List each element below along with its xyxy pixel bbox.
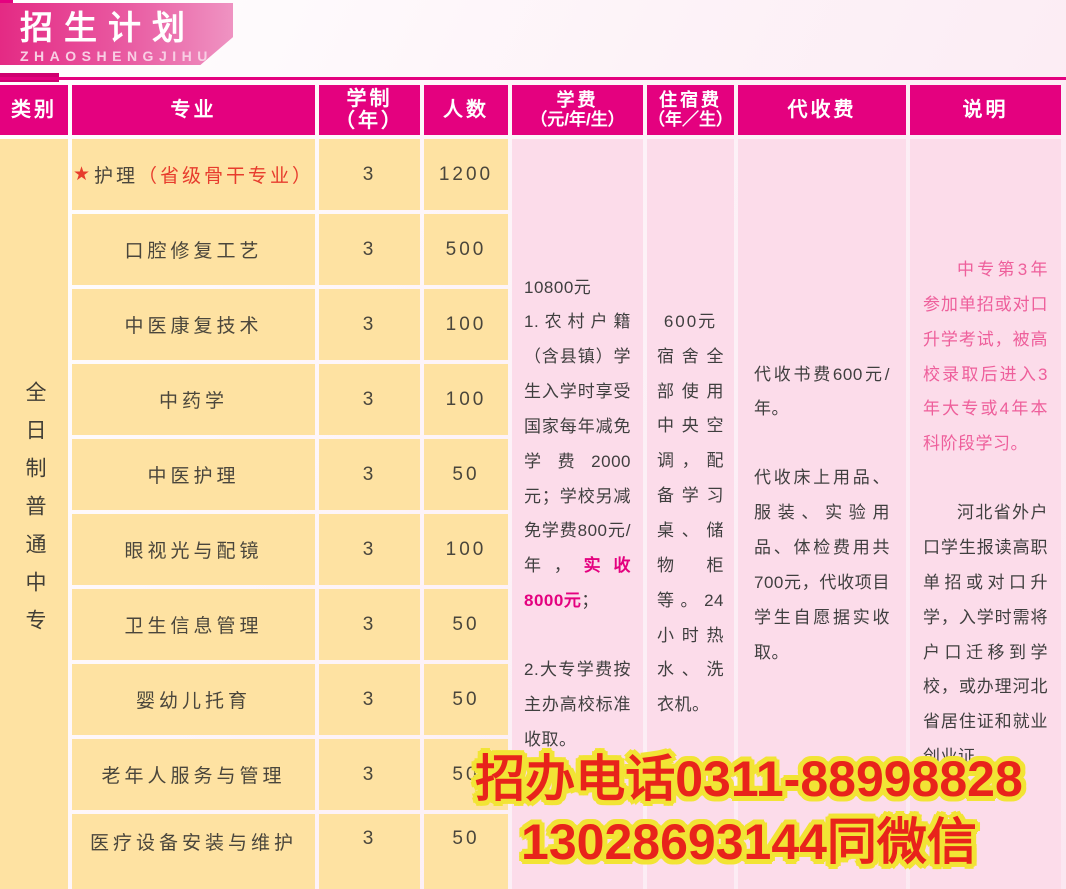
header-duration: 学制（年） <box>319 85 420 135</box>
duration-cell: 3 <box>319 514 420 585</box>
duration-cell: 3 <box>319 139 420 210</box>
header-accommodation-line1: 住宿费 <box>659 89 722 110</box>
major-cell: 口腔修复工艺 <box>72 214 315 285</box>
accommodation-cell: 600元 宿舍全部使用中央空调，配备学习桌、储物柜等。24小时热水、洗衣机。 <box>647 139 734 889</box>
fees-cell: 代收书费600元/年。 代收床上用品、服装、实验用品、体检费用共700元，代收项… <box>738 139 906 889</box>
major-cell: 中药学 <box>72 364 315 435</box>
header-fees: 代收费 <box>738 85 906 135</box>
spacer <box>923 462 1048 496</box>
category-label: 全日制普通中专 <box>23 381 46 647</box>
notes-cell: 中专第3年参加单招或对口升学考试，被高校录取后进入3年大专或4年本科阶段学习。 … <box>910 139 1061 889</box>
major-cell: 中医康复技术 <box>72 289 315 360</box>
enrollment-cell: 50 <box>424 739 508 810</box>
page-title: 招生计划 <box>20 9 196 46</box>
spacer <box>754 427 890 461</box>
tuition-text-end: ； <box>581 591 599 611</box>
fees-paragraph-2: 代收床上用品、服装、实验用品、体检费用共700元，代收项目学生自愿据实收取。 <box>754 468 890 662</box>
phone-line-1: 招办电话0311-88998828 <box>475 751 1023 807</box>
star-icon: ★ <box>72 164 90 185</box>
major-cell: 婴幼儿托育 <box>72 664 315 735</box>
fees-paragraph-1: 代收书费600元/年。 <box>754 364 890 419</box>
header-major: 专业 <box>72 85 315 135</box>
major-cell: ★ 护理 （省级骨干专业） <box>72 139 315 210</box>
header-accommodation-line2: （年／生） <box>648 109 733 129</box>
major-name: 护理 <box>94 166 139 187</box>
tuition-paragraph-1: 1.农村户籍（含县镇）学生入学时享受国家每年减免学费2000元；学校另减免学费8… <box>524 305 631 619</box>
duration-cell: 3 <box>319 439 420 510</box>
enrollment-cell: 50 <box>424 589 508 660</box>
tuition-paragraph-2: 2.大专学费按主办高校标准收取。 <box>524 659 631 749</box>
notes-paragraph-2: 河北省外户口学生报读高职单招或对口升学，入学时需将户口迁移到学校，或办理河北省居… <box>923 503 1048 767</box>
duration-cell: 3 <box>319 664 420 735</box>
spacer <box>524 619 631 653</box>
duration-cell: 3 <box>319 739 420 810</box>
banner-ribbon: 招生计划 ZHAOSHENGJIHUA <box>0 3 233 65</box>
tuition-cell: 10800元 1.农村户籍（含县镇）学生入学时享受国家每年减免学费2000元；学… <box>512 139 643 889</box>
enrollment-cell: 50 <box>424 664 508 735</box>
major-cell: 老年人服务与管理 <box>72 739 315 810</box>
header-accommodation: 住宿费 （年／生） <box>647 85 734 135</box>
duration-cell: 3 <box>319 214 420 285</box>
phone-overlay: 招办电话0311-88998828 13028693144同微信 <box>432 748 1066 874</box>
major-cell: 卫生信息管理 <box>72 589 315 660</box>
duration-cell: 3 <box>319 814 420 889</box>
header-tuition: 学费 （元/年/生） <box>512 85 643 135</box>
enrollment-cell: 50 <box>424 439 508 510</box>
tuition-highlight: 实收8000元 <box>524 556 632 611</box>
header-category: 类别 <box>0 85 68 135</box>
category-cell: 全日制普通中专 <box>0 139 68 889</box>
header-enrollment: 人数 <box>424 85 508 135</box>
duration-cell: 3 <box>319 589 420 660</box>
major-cell: 中医护理 <box>72 439 315 510</box>
major-cell: 医疗设备安装与维护 <box>72 814 315 889</box>
notes-paragraph-1: 中专第3年参加单招或对口升学考试，被高校录取后进入3年大专或4年本科阶段学习。 <box>923 260 1048 454</box>
accommodation-amount: 600元 <box>663 311 718 331</box>
enrollment-cell: 1200 <box>424 139 508 210</box>
phone-line-2: 13028693144同微信 <box>521 814 977 870</box>
page-subtitle: ZHAOSHENGJIHUA <box>20 48 229 64</box>
duration-cell: 3 <box>319 364 420 435</box>
header-notes: 说明 <box>910 85 1061 135</box>
accommodation-paragraph: 宿舍全部使用中央空调，配备学习桌、储物柜等。24小时热水、洗衣机。 <box>657 346 724 715</box>
header-tuition-line2: （元/年/生） <box>530 109 625 129</box>
tuition-amount: 10800元 <box>524 277 592 297</box>
duration-cell: 3 <box>319 289 420 360</box>
major-note: （省级骨干专业） <box>138 166 315 187</box>
enrollment-cell: 100 <box>424 364 508 435</box>
enrollment-cell: 100 <box>424 289 508 360</box>
enrollment-cell: 500 <box>424 214 508 285</box>
enrollment-cell: 50 <box>424 814 508 889</box>
banner-underline-thin <box>0 77 1066 80</box>
tuition-text: 1.农村户籍（含县镇）学生入学时享受国家每年减免学费2000元；学校另减免学费8… <box>524 312 631 576</box>
enrollment-cell: 100 <box>424 514 508 585</box>
header-tuition-line1: 学费 <box>556 89 599 110</box>
major-cell: 眼视光与配镜 <box>72 514 315 585</box>
enrollment-plan-table: 类别 专业 学制（年） 人数 学费 （元/年/生） 住宿费 （年／生） 代收费 … <box>0 85 1061 889</box>
